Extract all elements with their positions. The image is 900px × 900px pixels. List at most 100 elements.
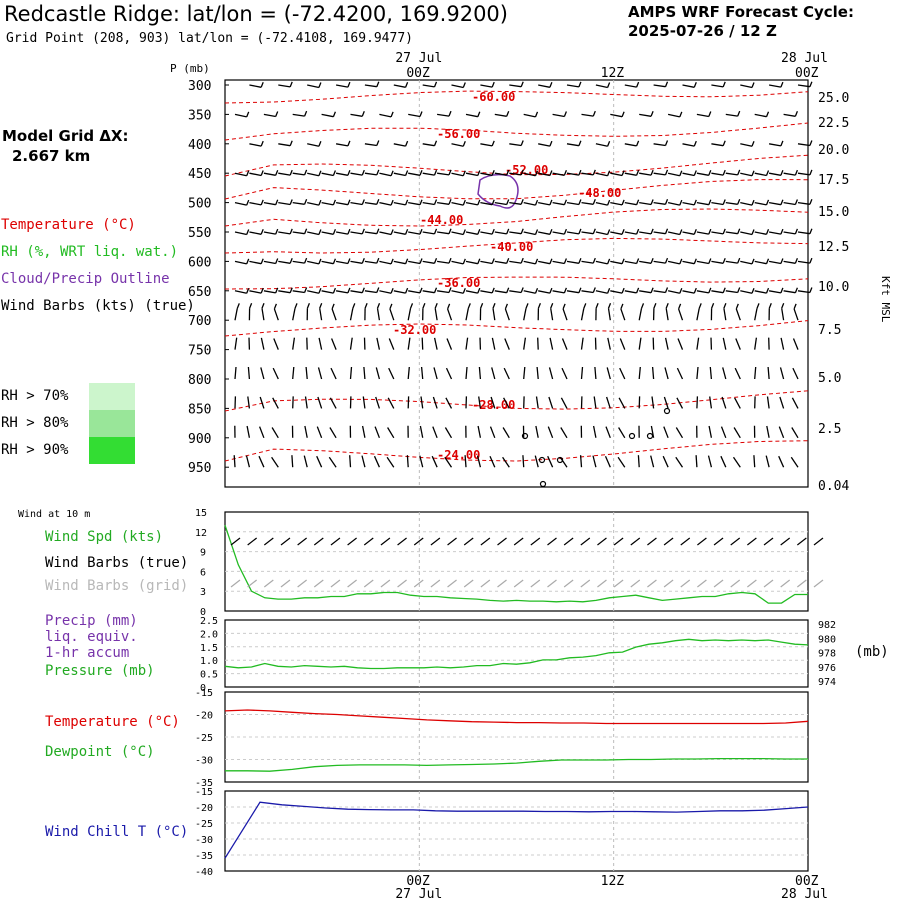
wind-barb-flag (708, 228, 712, 235)
wind-barb-flag (260, 258, 264, 264)
bottom-date-label: 27 Jul (395, 887, 442, 900)
wind-barb-flag (303, 228, 308, 234)
wind-barb-flag (595, 302, 599, 309)
wind-barb (665, 308, 669, 321)
pressure-axis-title: P (mb) (170, 62, 210, 75)
wind-barb (321, 260, 334, 265)
surface-wind-barb (447, 537, 457, 546)
surface-wind-barb (713, 537, 724, 546)
wind-barb-flag (275, 170, 279, 176)
wind-barb-flag (653, 302, 657, 309)
wind-barb (754, 113, 767, 118)
surface-grid-barb (697, 579, 707, 588)
wind-barb (720, 426, 727, 439)
wind-barb-flag (433, 199, 438, 205)
surface-grid-barb (580, 579, 591, 588)
isotherm-label: -32.00 (393, 323, 436, 337)
wind-barb (247, 396, 251, 409)
calm-circle (539, 480, 547, 488)
wind-barb (465, 337, 469, 350)
wind-barb (263, 201, 276, 206)
wind-barb-flag (722, 169, 726, 176)
wind-barb (667, 290, 680, 294)
wind-barb (364, 201, 377, 205)
wind-barb (653, 84, 666, 88)
wind-barb-flag (737, 228, 741, 234)
wind-barb (768, 231, 782, 235)
wind-barb (307, 143, 320, 147)
wind-barb (696, 172, 709, 176)
wind-barb (792, 367, 799, 380)
wind-barb-flag (751, 141, 755, 147)
wind-barb (408, 113, 421, 118)
wind-barb (778, 455, 785, 468)
wind-barb-flag (448, 169, 452, 176)
surface-wind-barb (647, 537, 657, 546)
wind-barb-flag (390, 111, 394, 118)
wind-barb-flag (640, 303, 645, 309)
wind-barb (503, 367, 510, 380)
wind-barb (566, 201, 580, 206)
wind-barb (766, 396, 770, 409)
wind-barb (696, 290, 709, 294)
wind-barb (494, 290, 507, 294)
wind-barb (682, 172, 695, 177)
wind-barb-flag (260, 287, 264, 294)
wind-barb (329, 397, 337, 409)
wind-barb (768, 84, 782, 88)
wind-barb-flag (275, 228, 279, 235)
wind-barb-flag (520, 81, 524, 87)
surface-grid-barb (747, 579, 757, 588)
wind-barb-flag (809, 140, 813, 146)
wind-barb (437, 231, 450, 235)
wind-tick-label: 15 (195, 508, 207, 519)
wind-tick-label: 6 (200, 567, 206, 578)
wind-barb (407, 366, 410, 380)
wind-barb (696, 337, 700, 350)
wind-barb-flag (722, 287, 726, 293)
wind-barb (560, 397, 568, 409)
wind-barb-flag (361, 199, 365, 205)
wind-barb-flag (318, 288, 322, 294)
wind-barb (364, 290, 377, 294)
wind-barb (307, 201, 320, 206)
wind-barb-flag (491, 287, 495, 294)
wind-barb (721, 396, 727, 409)
wind-barb (754, 337, 758, 350)
wind-barb (610, 172, 623, 177)
wind-barb (619, 338, 626, 350)
wind-barb (386, 456, 395, 468)
wind-barb-flag (260, 229, 264, 235)
wind-barb (350, 113, 363, 117)
wind-barb-flag (289, 228, 293, 235)
wind-barb (581, 172, 594, 176)
wind-barb (494, 172, 507, 176)
wind-barb (566, 84, 580, 88)
wind-barb-flag (479, 302, 484, 309)
surface-grid-barb (463, 579, 474, 588)
wind-barb (330, 338, 337, 350)
wind-barb (619, 367, 626, 380)
wind-barb-flag (781, 303, 785, 309)
wind-barb (653, 143, 666, 147)
wind-barb-flag (677, 303, 682, 310)
wind-barb-flag (376, 228, 380, 234)
wind-barb (768, 143, 782, 147)
temperature-line (224, 709, 809, 725)
legend-dewpoint: Dewpoint (°C) (45, 744, 155, 760)
wind-barb (408, 260, 421, 265)
wind-barb (305, 366, 308, 380)
wind-barb (292, 396, 294, 409)
wind-barb (797, 143, 810, 147)
pressure-tick-label: 650 (188, 285, 211, 300)
pressure-tick-label: 500 (188, 197, 211, 212)
isotherm-line (224, 154, 809, 177)
wind-barb (595, 143, 608, 147)
wind-barb (791, 427, 799, 439)
wind-barb-flag (422, 302, 426, 309)
wind-barb-flag (768, 302, 772, 309)
wind-barb-flag (246, 229, 250, 235)
wind-barb (393, 231, 406, 235)
wind-barb-flag (549, 287, 553, 294)
chill-tick-label: -25 (195, 819, 213, 830)
